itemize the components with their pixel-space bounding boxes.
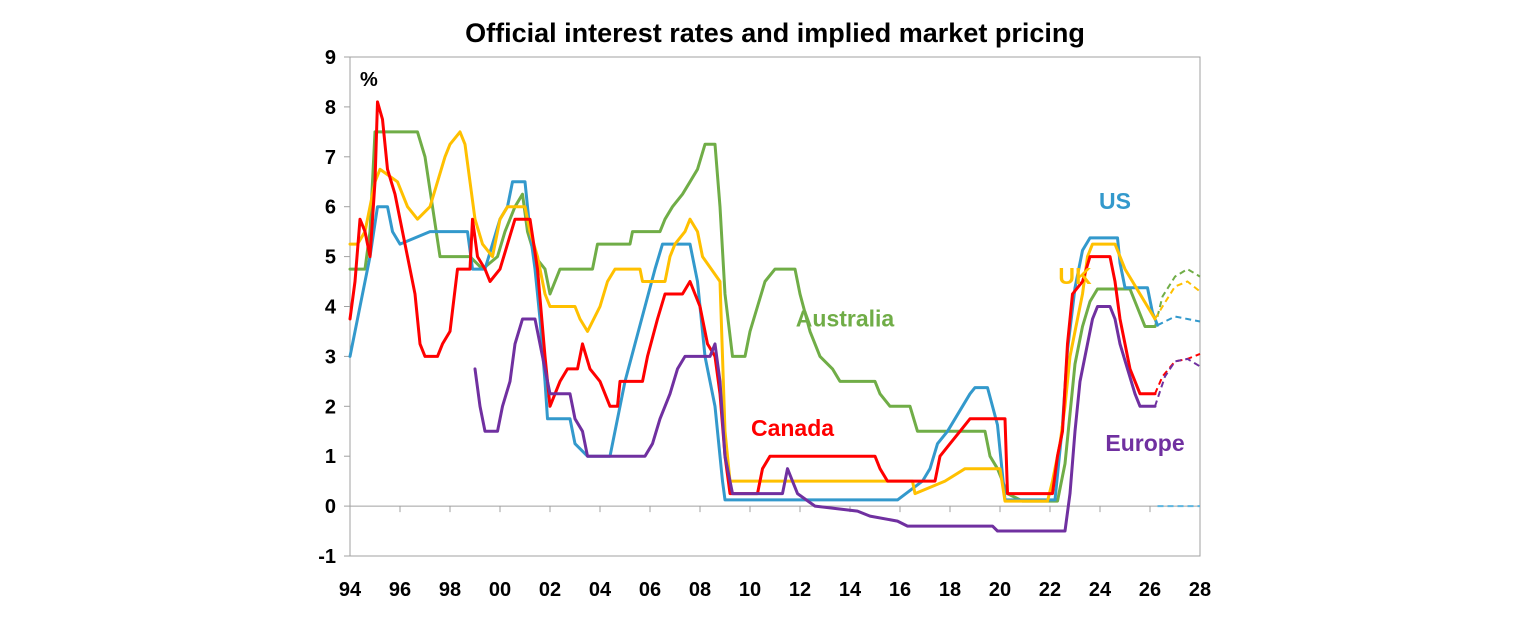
x-tick-label: 02 (539, 579, 561, 601)
y-tick-label: 1 (325, 446, 336, 468)
y-tick-label: 2 (325, 396, 336, 418)
x-tick-label: 28 (1189, 579, 1211, 601)
series-label-europe: Europe (1105, 430, 1184, 456)
series-forward-australia (1154, 267, 1201, 327)
x-axis: 94 96 98 00 02 04 06 08 10 12 14 16 18 20 22 24 26 28 (339, 505, 1211, 601)
series-label-uk: UK (1058, 263, 1092, 289)
y-axis: 9 8 7 6 5 4 3 2 1 0 -1 (318, 47, 350, 568)
x-tick-label: 04 (589, 579, 612, 601)
x-tick-label: 12 (789, 579, 811, 601)
series-line-canada (348, 100, 1157, 496)
x-tick-label: 22 (1039, 579, 1061, 601)
series-layer (348, 100, 1201, 533)
x-tick-label: 14 (839, 579, 862, 601)
x-tick-label: 24 (1089, 579, 1112, 601)
unit-label: % (360, 69, 378, 91)
x-tick-label: 10 (739, 579, 761, 601)
x-tick-label: 98 (439, 579, 461, 601)
x-tick-label: 20 (989, 579, 1011, 601)
x-tick-label: 08 (689, 579, 711, 601)
y-tick-label: 6 (325, 197, 336, 219)
x-tick-label: 26 (1139, 579, 1161, 601)
chart-title: Official interest rates and implied mark… (465, 18, 1085, 48)
y-tick-label: 5 (325, 247, 336, 269)
x-tick-label: 96 (389, 579, 411, 601)
series-forward-uk (1154, 280, 1201, 320)
series-line-europe (473, 305, 1157, 533)
x-tick-label: 00 (489, 579, 511, 601)
y-tick-label: 0 (325, 496, 336, 518)
y-tick-label: -1 (318, 546, 336, 568)
x-tick-label: 94 (339, 579, 362, 601)
series-forward-europe (1154, 357, 1201, 407)
series-label-us: US (1099, 188, 1131, 214)
x-tick-label: 06 (639, 579, 661, 601)
y-tick-label: 7 (325, 147, 336, 169)
series-forward-canada (1154, 352, 1201, 395)
y-tick-label: 3 (325, 346, 336, 368)
y-tick-label: 8 (325, 97, 336, 119)
series-labels: Australia US UK Canada Europe (751, 188, 1185, 456)
series-line-uk (348, 130, 1157, 503)
series-forward-us (1157, 315, 1201, 327)
y-tick-label: 9 (325, 47, 336, 69)
x-tick-label: 16 (889, 579, 911, 601)
x-tick-label: 18 (939, 579, 961, 601)
series-line-australia (348, 130, 1157, 503)
y-tick-label: 4 (325, 297, 337, 319)
series-label-canada: Canada (751, 415, 834, 441)
series-label-australia: Australia (796, 305, 895, 331)
